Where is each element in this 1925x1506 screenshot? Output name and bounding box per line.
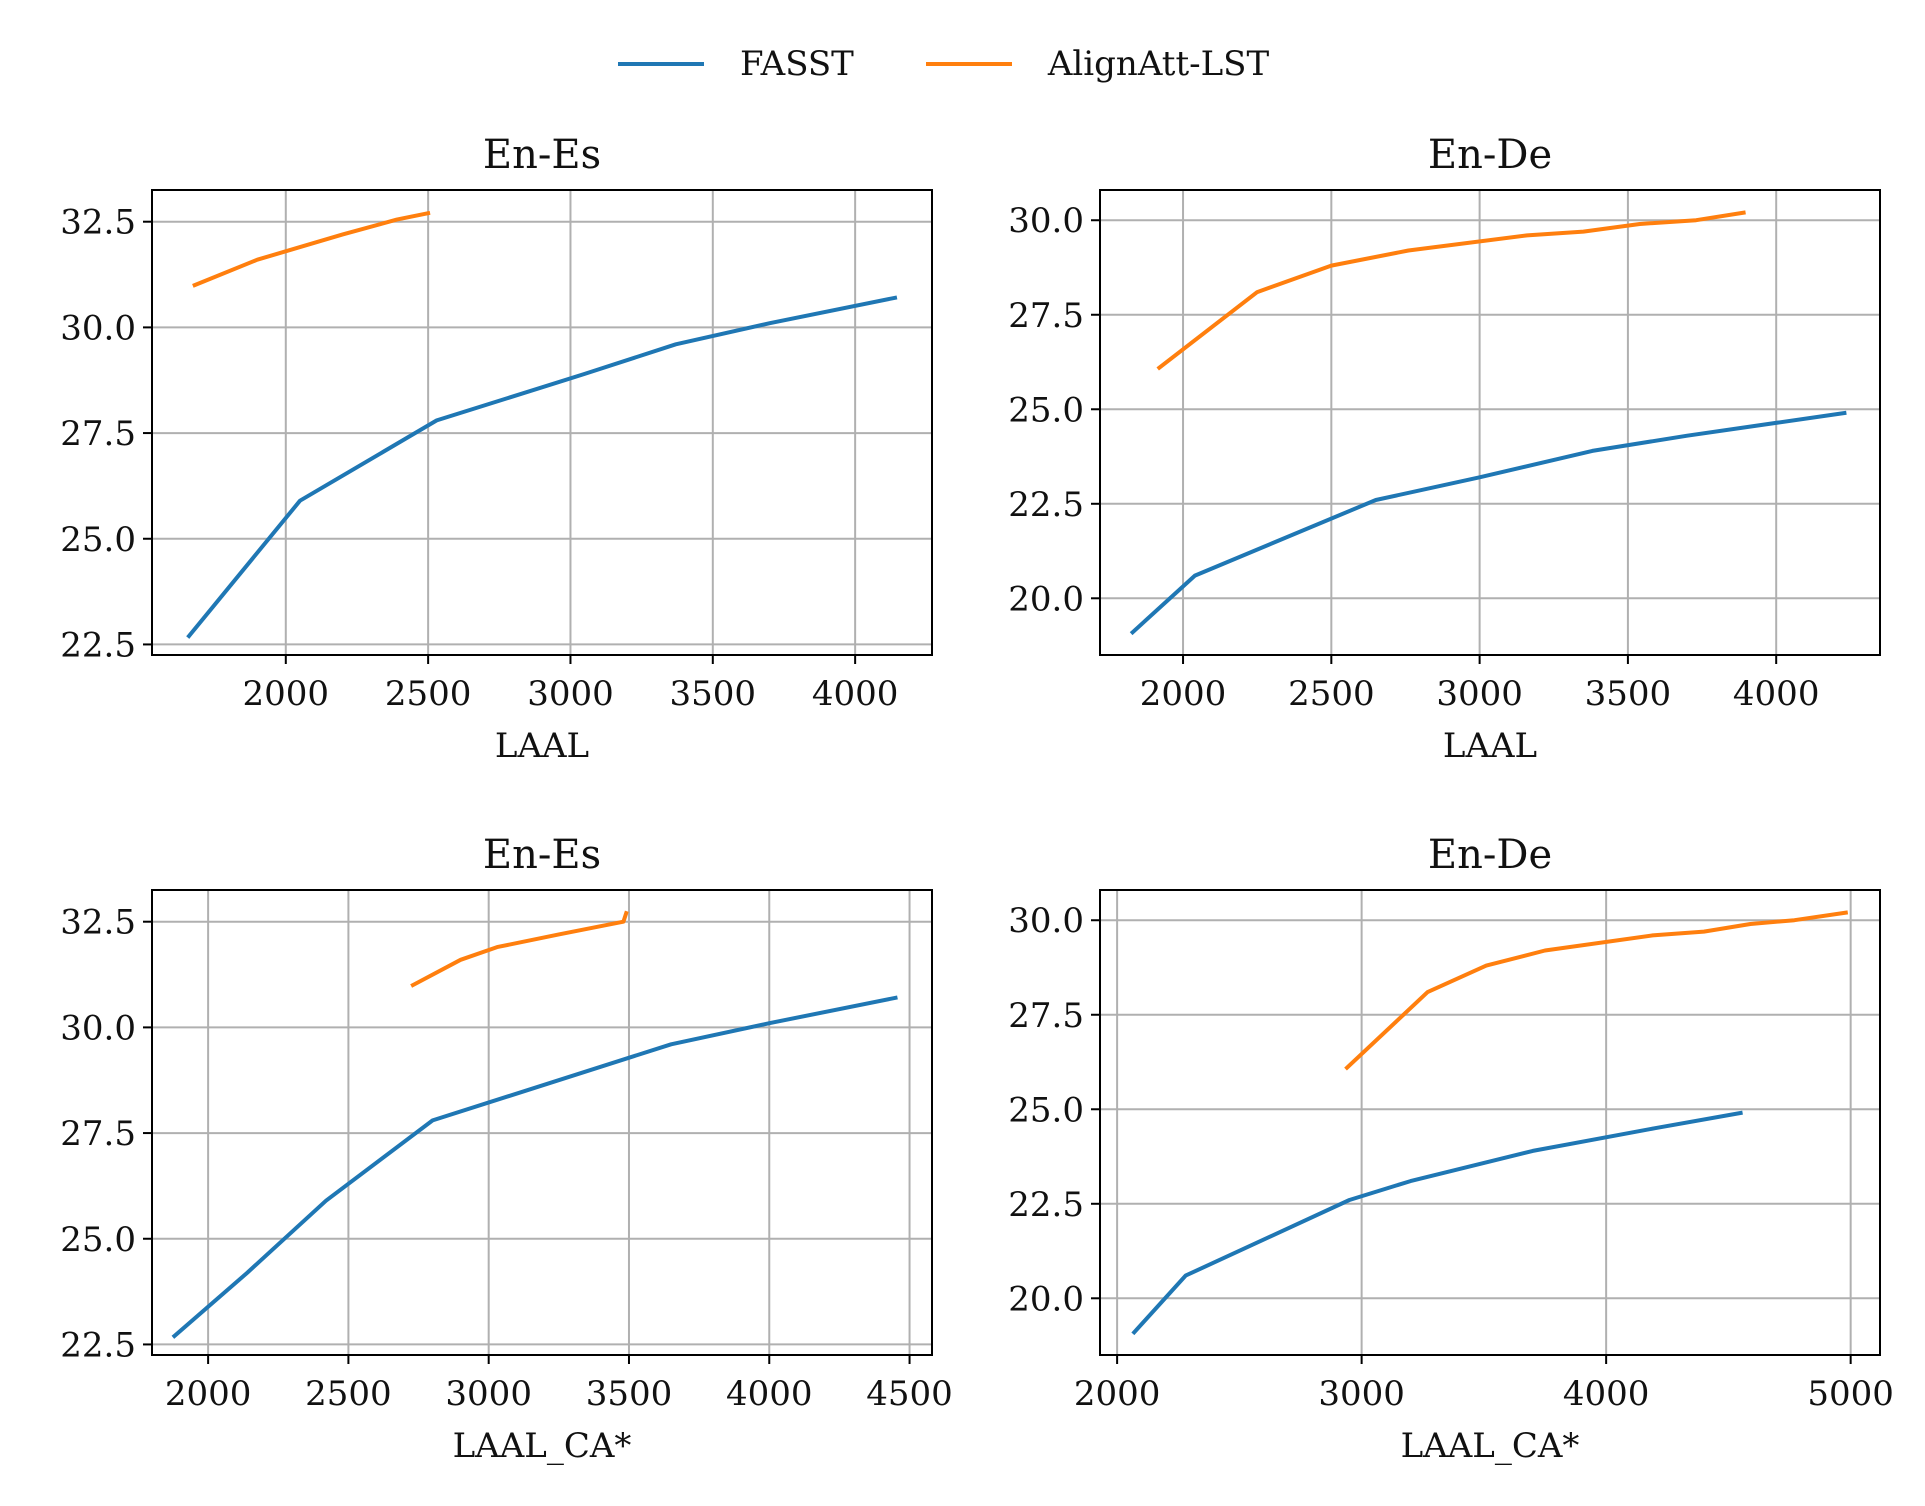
x-tick-label: 3000 [1318, 1374, 1405, 1414]
x-tick-label: 3000 [527, 674, 614, 714]
chart-panel-2: 2000 2500 3000 3500 4000 20.0 22.5 25.0 27.5 30.0… [1008, 132, 1881, 766]
y-tick-label: 27.5 [60, 414, 136, 454]
legend-label-fasst: FASST [740, 44, 854, 84]
series-line-fasst [1131, 1110, 1743, 1336]
chart-panel-3: 2000 2500 3000 3500 4000 4500 22.5 25.0 27.5 30.0… [60, 832, 953, 1466]
chart-title: En-De [1428, 832, 1552, 878]
axes-frame [151, 889, 933, 1356]
x-tick-label: 4000 [812, 674, 899, 714]
legend-item-alignatt: AlignAtt-LST [925, 44, 1270, 84]
chart-title: En-Es [483, 132, 601, 178]
y-tick-label: 22.5 [60, 625, 136, 665]
x-tick-label: 4000 [726, 1374, 813, 1414]
y-tick-label: 27.5 [1008, 996, 1084, 1036]
y-tick-label: 32.5 [60, 903, 136, 943]
x-axis-label: LAAL_CA* [1401, 1426, 1580, 1466]
y-tick-label: 30.0 [60, 1008, 136, 1048]
chart-panel-1: 2000 2500 3000 3500 4000 22.5 25.0 27.5 30.0 32.5… [60, 132, 933, 766]
y-tick-label: 22.5 [60, 1325, 136, 1365]
x-tick-label: 2000 [243, 674, 330, 714]
y-tick-label: 25.0 [60, 520, 136, 560]
x-tick-label: 3500 [586, 1374, 673, 1414]
y-tick-label: 25.0 [1008, 390, 1084, 430]
y-tick-label: 25.0 [60, 1220, 136, 1260]
series-line-alignatt-lst [1344, 910, 1849, 1071]
x-tick-label: 2000 [1074, 1374, 1161, 1414]
y-tick-label: 27.5 [60, 1114, 136, 1154]
axes-frame [151, 189, 933, 656]
x-tick-label: 2000 [1140, 674, 1227, 714]
y-tick-label: 25.0 [1008, 1090, 1084, 1130]
chart-title: En-De [1428, 132, 1552, 178]
y-tick-label: 22.5 [1008, 485, 1084, 525]
x-tick-label: 5000 [1807, 1374, 1894, 1414]
x-tick-label: 3500 [670, 674, 757, 714]
x-tick-label: 2500 [385, 674, 472, 714]
series-line-alignatt-lst [192, 210, 431, 288]
x-tick-label: 4000 [1733, 674, 1820, 714]
x-axis-label: LAAL_CA* [453, 1426, 632, 1466]
x-tick-label: 2000 [165, 1374, 252, 1414]
chart-title: En-Es [483, 832, 601, 878]
x-axis-label: LAAL [495, 726, 589, 766]
series-line-fasst [186, 295, 898, 639]
x-tick-label: 4500 [866, 1374, 953, 1414]
legend-item-fasst: FASST [618, 44, 854, 84]
legend-swatch-alignatt [925, 62, 1012, 66]
y-tick-label: 27.5 [1008, 296, 1084, 336]
y-tick-label: 20.0 [1008, 579, 1084, 619]
series-line-alignatt-lst [410, 910, 629, 988]
series-line-alignatt-lst [1156, 210, 1746, 371]
axes-frame [1099, 189, 1881, 656]
series-line-fasst [1129, 410, 1847, 636]
legend: FASST AlignAtt-LST [618, 34, 1341, 94]
y-tick-label: 22.5 [1008, 1185, 1084, 1225]
axes-frame [1099, 889, 1881, 1356]
y-tick-label: 30.0 [60, 308, 136, 348]
x-tick-label: 3000 [445, 1374, 532, 1414]
x-tick-label: 2500 [305, 1374, 392, 1414]
x-tick-label: 4000 [1563, 1374, 1650, 1414]
x-tick-label: 2500 [1288, 674, 1375, 714]
series-line-fasst [171, 995, 898, 1339]
x-axis-label: LAAL [1443, 726, 1537, 766]
y-tick-label: 32.5 [60, 203, 136, 243]
chart-panel-4: 2000 3000 4000 5000 20.0 22.5 25.0 27.5 30.0 En-D… [1008, 832, 1894, 1466]
legend-swatch-fasst [618, 62, 704, 66]
y-tick-label: 30.0 [1008, 201, 1084, 241]
y-tick-label: 30.0 [1008, 901, 1084, 941]
x-tick-label: 3500 [1585, 674, 1672, 714]
legend-label-alignatt: AlignAtt-LST [1047, 44, 1270, 84]
x-tick-label: 3000 [1436, 674, 1523, 714]
y-tick-label: 20.0 [1008, 1279, 1084, 1319]
